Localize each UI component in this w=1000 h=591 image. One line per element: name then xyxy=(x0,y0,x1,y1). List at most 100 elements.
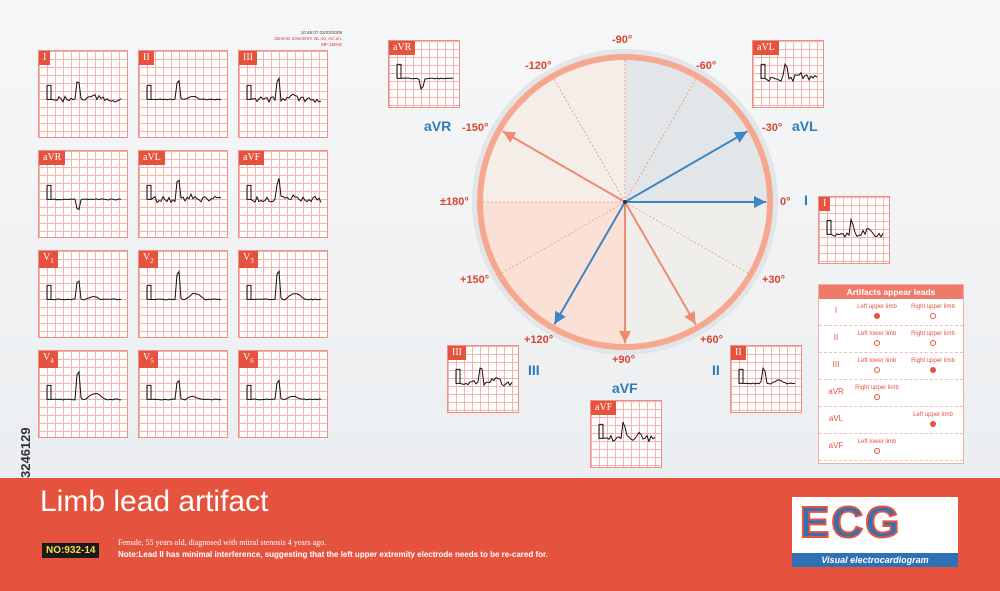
lead-label: aVL xyxy=(753,41,779,55)
axis-tile-ii: II xyxy=(730,345,802,413)
hexaxial-diagram xyxy=(472,49,778,355)
limb-label: Right upper limb xyxy=(911,304,955,310)
ecg-trace xyxy=(396,63,454,90)
lead-tile-iii: III xyxy=(238,50,328,138)
lead-label: V4 xyxy=(39,351,58,368)
patient-description: Female, 55 years old, diagnosed with mit… xyxy=(118,538,327,547)
lead-label: aVR xyxy=(389,41,416,55)
page-title: Limb lead artifact xyxy=(40,485,269,518)
lead-label: V6 xyxy=(239,351,258,368)
ecg-trace xyxy=(246,76,322,104)
axis-lead-name-avr: aVR xyxy=(424,118,452,134)
axis-lead-name-ii: II xyxy=(712,362,720,378)
degree-label: -90° xyxy=(612,34,633,46)
lead-label: V1 xyxy=(39,251,58,268)
lead-label: aVR xyxy=(39,151,66,165)
logo-text: ECG xyxy=(799,498,902,548)
open-dot-icon xyxy=(874,340,880,346)
limb-label: Left lower limb xyxy=(857,358,897,364)
avl-arrow-shaft xyxy=(624,130,748,203)
artifact-row: III Left lower limb Right upper limb xyxy=(819,353,963,380)
degree-label: +60° xyxy=(700,334,724,346)
axis-tile-avr: aVR xyxy=(388,40,460,108)
iii-arrow-head xyxy=(554,310,566,325)
lead-tile-ii: II xyxy=(138,50,228,138)
axis-lead-name-iii: III xyxy=(528,362,540,378)
recording-settings: 25mm/s 10mm/mV, BL:on, AC:on, MF:150Hz xyxy=(274,36,342,47)
ecg-trace xyxy=(46,184,122,211)
limb-label: Left upper limb xyxy=(857,304,897,310)
sector-upper-left xyxy=(480,57,625,202)
ecg-trace xyxy=(46,370,122,401)
lead-tile-v3: V3 xyxy=(238,250,328,338)
axis-tile-i: I xyxy=(818,196,890,264)
lead-label: V3 xyxy=(239,251,258,268)
center-dot xyxy=(623,200,627,204)
limb-cell: Left upper limb xyxy=(905,412,961,429)
limb-cell: Left lower limb xyxy=(849,439,905,456)
ecg-trace xyxy=(455,367,513,387)
lead-label: aVL xyxy=(139,151,165,165)
degree-label: +30° xyxy=(762,274,786,286)
limb-label: Left upper limb xyxy=(913,412,953,418)
sector-lower-right xyxy=(625,202,770,347)
avl-arrow-head xyxy=(733,131,748,143)
filled-dot-icon xyxy=(930,367,936,373)
avf-arrow-head xyxy=(619,331,631,343)
axis-tile-avl: aVL xyxy=(752,40,824,108)
axis-tile-avf: aVF xyxy=(590,400,662,468)
limb-cell: Left lower limb xyxy=(849,331,905,348)
lead-tile-avr: aVR xyxy=(38,150,128,238)
artifact-row: aVF Left lower limb xyxy=(819,434,963,461)
ecg-trace xyxy=(598,421,656,443)
lead-tile-v6: V6 xyxy=(238,350,328,438)
artifact-panel: Artifacts appear leads I Left upper limb R… xyxy=(818,284,964,464)
ecg-trace xyxy=(246,269,322,301)
artifact-lead: aVL xyxy=(828,414,844,423)
filled-dot-icon xyxy=(874,313,880,319)
radial-line xyxy=(552,76,626,203)
degree-label: -150° xyxy=(462,122,489,134)
avr-arrow-shaft xyxy=(502,130,626,203)
lead-label: III xyxy=(239,51,257,65)
limb-cell: Right upper limb xyxy=(905,331,961,348)
artifact-row: I Left upper limb Right upper limb xyxy=(819,299,963,326)
axis-lead-name-avf: aVF xyxy=(612,380,638,396)
artifact-panel-title: Artifacts appear leads xyxy=(819,285,963,299)
lead-label: aVF xyxy=(239,151,265,165)
degree-label: -30° xyxy=(762,122,783,134)
ecg-trace xyxy=(246,178,322,203)
ecg-trace xyxy=(46,81,122,103)
ecg-trace xyxy=(738,367,796,385)
lead-label: III xyxy=(448,346,466,360)
lead-label: aVF xyxy=(591,401,617,415)
artifact-lead: II xyxy=(833,333,839,342)
degree-label: +90° xyxy=(612,354,636,366)
limb-label: Right upper limb xyxy=(855,385,899,391)
axis-lead-name-avl: aVL xyxy=(792,118,818,134)
open-dot-icon xyxy=(930,313,936,319)
limb-label: Left lower limb xyxy=(857,331,897,337)
limb-cell: Left lower limb xyxy=(849,358,905,375)
lead-label: II xyxy=(731,346,746,360)
radial-line xyxy=(499,201,626,275)
axis-lead-name-i: I xyxy=(804,192,808,208)
avr-arrow-head xyxy=(502,131,517,143)
limb-label: Right upper limb xyxy=(911,331,955,337)
iii-arrow-shaft xyxy=(553,201,626,325)
artifact-row: aVR Right upper limb xyxy=(819,380,963,407)
radial-line xyxy=(624,76,698,203)
limb-cell: Right upper limb xyxy=(905,358,961,375)
lead-tile-v5: V5 xyxy=(138,350,228,438)
artifact-lead: I xyxy=(834,306,838,315)
limb-label: Right upper limb xyxy=(911,358,955,364)
degree-label: -60° xyxy=(696,60,717,72)
limb-cell: Left upper limb xyxy=(849,304,905,321)
limb-cell: Right upper limb xyxy=(905,304,961,321)
limb-label: Left lower limb xyxy=(857,439,897,445)
filled-dot-icon xyxy=(930,421,936,427)
degree-label: -120° xyxy=(525,60,552,72)
ecg-trace xyxy=(146,379,222,401)
figure-number: NO:932-14 xyxy=(42,543,100,558)
